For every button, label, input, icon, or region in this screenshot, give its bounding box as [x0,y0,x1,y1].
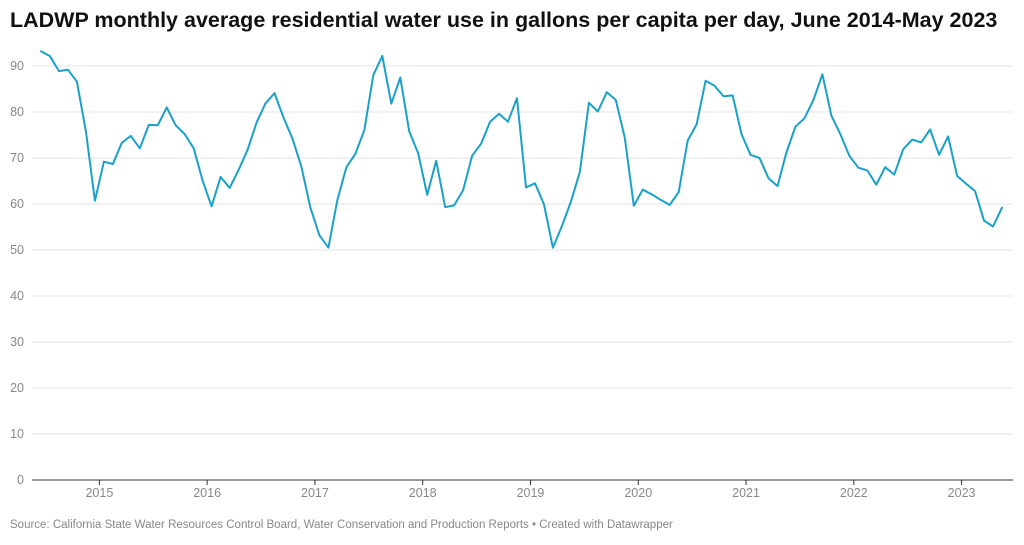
y-tick-label: 90 [10,59,24,73]
x-tick-label: 2020 [624,486,652,500]
y-tick-label: 0 [17,473,24,487]
x-axis-ticks [98,480,963,485]
y-axis-labels: 0 10 20 30 40 50 60 70 80 90 [10,59,24,487]
y-tick-label: 70 [10,151,24,165]
x-tick-label: 2017 [301,486,329,500]
series-line-0 [40,50,1003,249]
x-tick-label: 2021 [732,486,760,500]
x-tick-label: 2015 [85,486,113,500]
x-tick-label: 2023 [948,486,976,500]
x-tick-label: 2019 [517,486,545,500]
source-note: Source: California State Water Resources… [10,519,673,531]
y-tick-label: 40 [10,289,24,303]
y-tick-label: 30 [10,335,24,349]
y-tick-label: 60 [10,197,24,211]
y-tick-label: 80 [10,105,24,119]
x-tick-label: 2018 [409,486,437,500]
y-tick-label: 50 [10,243,24,257]
y-tick-label: 20 [10,381,24,395]
chart-title: LADWP monthly average residential water … [10,8,998,32]
series-lines [40,50,1003,249]
x-tick-label: 2022 [840,486,868,500]
x-tick-label: 2016 [193,486,221,500]
line-chart: 0 10 20 30 40 50 60 70 80 90 2015 2016 2017 2018 2019… [10,50,1013,500]
y-tick-label: 10 [10,427,24,441]
x-axis-labels: 2015 2016 2017 2018 2019 2020 2021 2022 2023 [85,486,975,500]
